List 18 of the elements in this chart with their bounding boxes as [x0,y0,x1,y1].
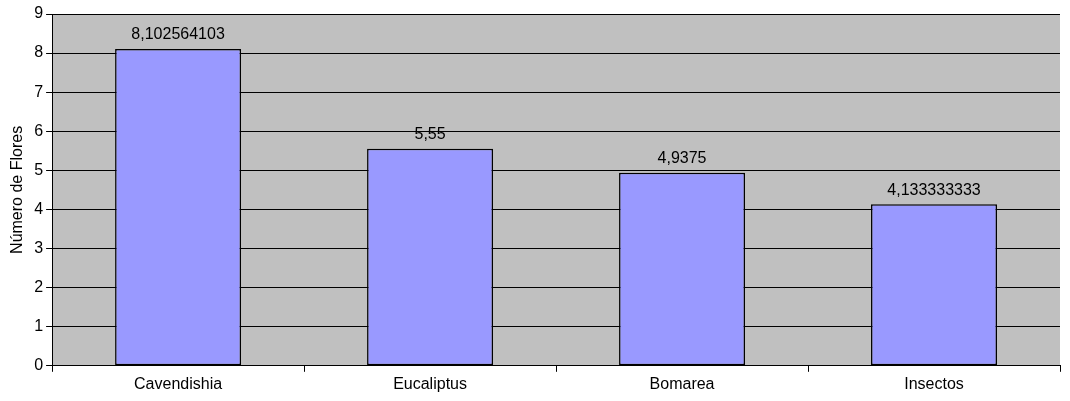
y-tick-label: 6 [34,121,44,139]
x-tick-label: Insectos [904,374,964,392]
y-tick-label: 1 [34,317,44,335]
y-axis-title: Número de Flores [8,125,26,254]
y-tick-label: 9 [34,4,44,22]
x-tick-label: Cavendishia [134,374,223,392]
x-tick-label: Bomarea [649,374,715,392]
x-tick-label: Eucaliptus [393,374,467,392]
data-label: 8,102564103 [131,25,225,43]
y-tick-label: 2 [34,278,44,296]
y-tick-label: 3 [34,238,44,256]
y-tick-label: 5 [34,160,44,178]
data-label: 4,133333333 [887,180,981,198]
y-tick-label: 0 [34,356,44,374]
y-tick-label: 4 [34,199,44,217]
y-tick-label: 7 [34,82,44,100]
y-tick-label: 8 [34,43,44,61]
data-label: 4,9375 [657,149,707,167]
